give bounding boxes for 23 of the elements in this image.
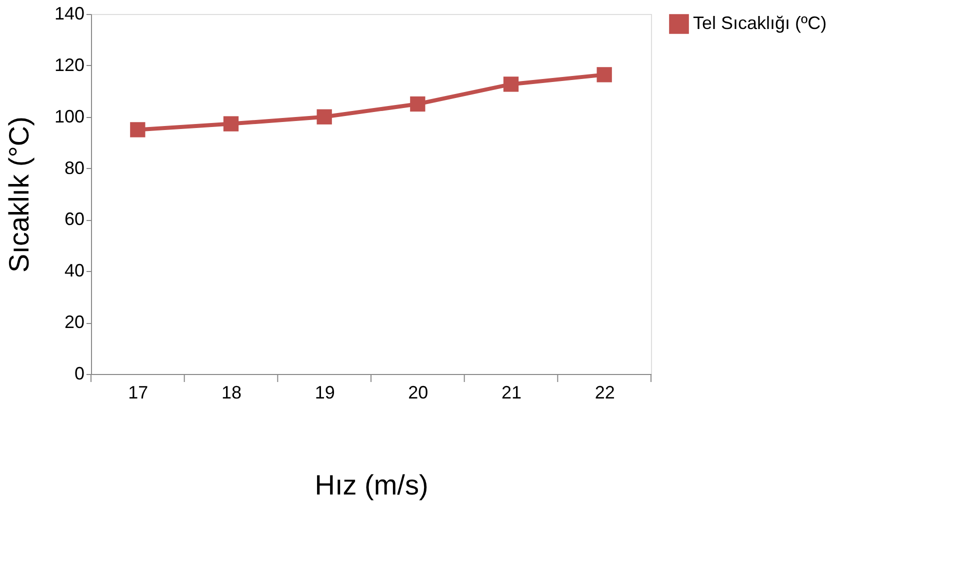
x-tick-label: 22 bbox=[594, 382, 615, 402]
point bbox=[316, 109, 332, 124]
y-tick-label: 20 bbox=[64, 312, 84, 332]
x-tick-label: 18 bbox=[221, 382, 242, 402]
y-tick-label: 40 bbox=[64, 260, 84, 281]
x-axis-title: Hız (m/s) bbox=[314, 470, 428, 500]
y-tick-label: 100 bbox=[54, 106, 84, 126]
x-tick-label: 19 bbox=[314, 382, 335, 402]
y-tick-label: 120 bbox=[54, 54, 84, 75]
legend-label: Tel Sıcaklığı (ºC) bbox=[693, 13, 827, 33]
y-axis-title: Sıcaklık (°C) bbox=[3, 116, 34, 272]
point bbox=[223, 116, 239, 132]
point bbox=[410, 96, 426, 112]
x-tick-label: 20 bbox=[408, 382, 428, 402]
y-tick-label: 140 bbox=[54, 4, 84, 24]
point bbox=[130, 122, 146, 138]
x-tick-label: 17 bbox=[128, 382, 148, 402]
point bbox=[596, 67, 612, 82]
x-tick-label: 21 bbox=[501, 382, 522, 402]
y-tick-label: 60 bbox=[64, 209, 84, 230]
y-tick-label: 0 bbox=[74, 364, 84, 384]
y-tick-label: 80 bbox=[64, 158, 84, 178]
point bbox=[503, 76, 519, 92]
